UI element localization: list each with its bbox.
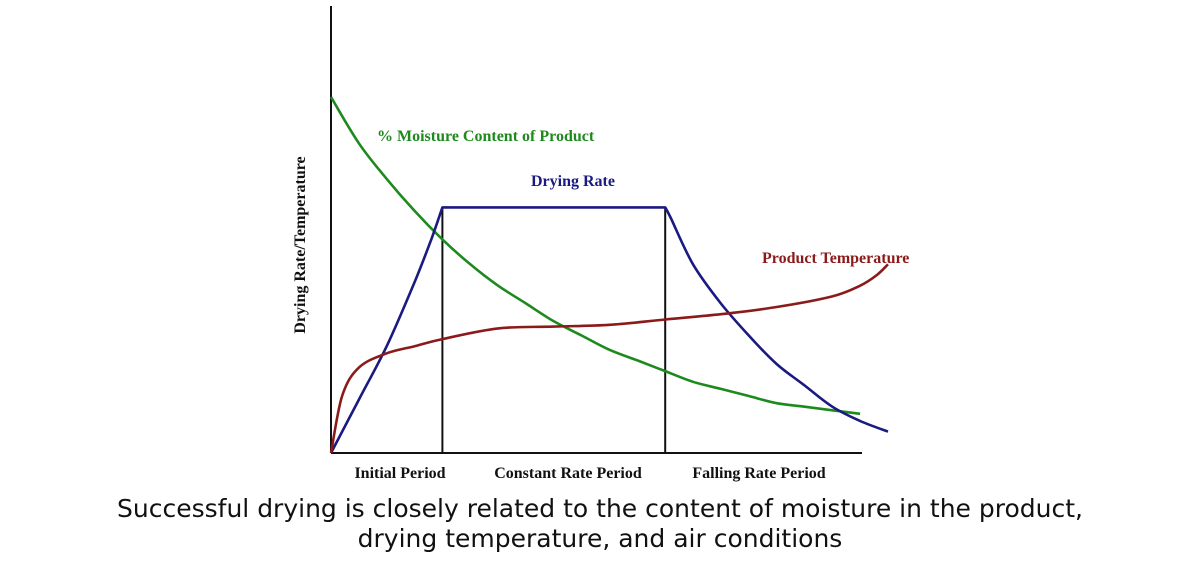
drying-chart: % Moisture Content of Product Drying Rate… xyxy=(292,6,909,482)
series-label-drying-rate: Drying Rate xyxy=(531,173,615,190)
chart-axes xyxy=(330,6,862,454)
period-label-initial-period: Initial Period xyxy=(354,465,445,482)
series-line-drying-rate xyxy=(329,206,889,454)
series-line-moisture-content-of-product xyxy=(329,96,861,416)
period-dividers xyxy=(441,207,667,453)
period-label-constant-rate-period: Constant Rate Period xyxy=(494,465,642,482)
series-label-moisture-content-of-product: % Moisture Content of Product xyxy=(377,128,595,145)
series-label-product-temperature: Product Temperature xyxy=(762,250,909,267)
y-axis-label: Drying Rate/Temperature xyxy=(292,156,309,333)
period-label-falling-rate-period: Falling Rate Period xyxy=(692,465,825,482)
series-line-product-temperature xyxy=(329,263,889,454)
series-lines xyxy=(329,96,889,454)
caption-line-2: drying temperature, and air conditions xyxy=(357,524,843,553)
caption: Successful drying is closely related to … xyxy=(0,494,1200,554)
caption-line-1: Successful drying is closely related to … xyxy=(117,494,1083,523)
series-labels: % Moisture Content of Product Drying Rate… xyxy=(377,128,909,267)
period-labels: Initial Period Constant Rate Period Fallin… xyxy=(354,465,825,482)
